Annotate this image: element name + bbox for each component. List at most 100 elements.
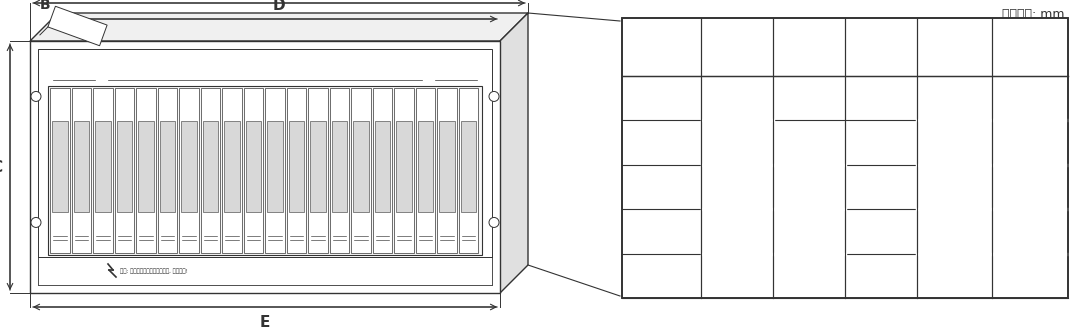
Bar — [331, 121, 348, 212]
Text: B4: B4 — [394, 71, 399, 75]
Text: A5: A5 — [152, 71, 157, 75]
Text: 266: 266 — [867, 224, 894, 238]
Polygon shape — [30, 13, 528, 41]
Text: A10: A10 — [251, 71, 259, 75]
Bar — [286, 88, 307, 253]
Bar — [439, 121, 455, 212]
Circle shape — [31, 217, 41, 227]
Bar — [437, 88, 457, 253]
Bar — [73, 121, 89, 212]
Bar — [458, 88, 478, 253]
Bar — [622, 18, 1068, 298]
Text: C: C — [0, 160, 2, 174]
Text: B8: B8 — [313, 71, 318, 75]
Bar — [374, 121, 391, 212]
Text: 130: 130 — [796, 202, 822, 216]
Text: Aosens电源分配单元: Aosens电源分配单元 — [46, 59, 115, 68]
Bar — [138, 121, 154, 212]
Bar — [265, 88, 285, 253]
Text: 3U: 3U — [652, 136, 671, 150]
Bar — [93, 88, 113, 253]
Text: A3: A3 — [111, 71, 116, 75]
Bar — [48, 86, 482, 255]
Text: B1: B1 — [454, 71, 459, 75]
Bar — [136, 88, 156, 253]
Text: 77: 77 — [801, 91, 818, 105]
Text: A组: A组 — [51, 71, 56, 75]
Text: 输A: 输A — [453, 75, 459, 80]
Bar — [245, 121, 261, 212]
Text: 4U: 4U — [652, 180, 671, 194]
Text: A7: A7 — [192, 71, 197, 75]
Text: B10: B10 — [271, 71, 279, 75]
Bar — [159, 121, 175, 212]
Text: 6U: 6U — [652, 224, 671, 238]
Text: 输A: 输A — [71, 75, 77, 80]
Bar — [396, 121, 412, 212]
Bar — [71, 88, 91, 253]
Text: B6: B6 — [353, 71, 358, 75]
Text: 133: 133 — [867, 136, 894, 150]
Text: B9: B9 — [293, 71, 298, 75]
Text: 177: 177 — [867, 180, 894, 194]
Bar — [353, 121, 369, 212]
Polygon shape — [48, 6, 108, 46]
Bar — [461, 121, 476, 212]
Bar — [622, 18, 1068, 298]
Bar — [267, 121, 283, 212]
Bar — [52, 121, 68, 212]
Text: 10U: 10U — [648, 269, 676, 283]
Bar — [95, 121, 111, 212]
Text: 输   出   分   排: 输 出 分 排 — [232, 75, 257, 80]
Text: A1: A1 — [71, 71, 76, 75]
Circle shape — [489, 217, 499, 227]
Polygon shape — [500, 13, 528, 293]
Circle shape — [489, 91, 499, 101]
Text: 宽A: 宽A — [730, 40, 745, 54]
Text: D: D — [272, 0, 285, 13]
Bar — [30, 41, 500, 293]
Bar — [415, 88, 436, 253]
Bar — [181, 121, 197, 212]
Text: B7: B7 — [332, 71, 339, 75]
Text: A6: A6 — [171, 71, 176, 75]
Bar — [200, 88, 221, 253]
Text: B2: B2 — [434, 71, 439, 75]
Text: 465: 465 — [1017, 180, 1044, 194]
Bar — [114, 88, 134, 253]
Text: B3: B3 — [413, 71, 420, 75]
Bar — [38, 257, 492, 285]
Bar — [224, 121, 240, 212]
Text: B: B — [40, 0, 51, 12]
Bar — [394, 88, 414, 253]
Circle shape — [31, 91, 41, 101]
Text: A9: A9 — [232, 71, 238, 75]
Text: 444: 444 — [868, 269, 894, 283]
Bar — [116, 121, 132, 212]
Text: 445: 445 — [942, 180, 967, 194]
Bar — [288, 121, 305, 212]
Bar — [243, 88, 264, 253]
Text: B组: B组 — [475, 71, 480, 75]
Text: 规格: 规格 — [654, 40, 669, 54]
Bar — [38, 49, 492, 285]
Text: 89: 89 — [872, 91, 890, 105]
Text: 485: 485 — [724, 180, 750, 194]
Bar — [329, 88, 350, 253]
Bar — [202, 121, 218, 212]
Text: B5: B5 — [373, 71, 379, 75]
Text: 警告: 不得将平域市除外入眼接布, 以免触电!: 警告: 不得将平域市除外入眼接布, 以免触电! — [121, 268, 188, 274]
Text: E: E — [259, 315, 270, 330]
Bar — [372, 88, 393, 253]
Text: 尺寸单位: mm: 尺寸单位: mm — [1003, 8, 1065, 21]
Text: A4: A4 — [131, 71, 137, 75]
Bar — [351, 88, 371, 253]
Bar — [417, 121, 434, 212]
Bar — [310, 121, 326, 212]
Text: 2U: 2U — [652, 91, 671, 105]
Bar — [308, 88, 328, 253]
Bar — [222, 88, 242, 253]
Bar — [49, 88, 70, 253]
Text: 孔距
E: 孔距 E — [1022, 33, 1037, 61]
Text: A8: A8 — [212, 71, 217, 75]
